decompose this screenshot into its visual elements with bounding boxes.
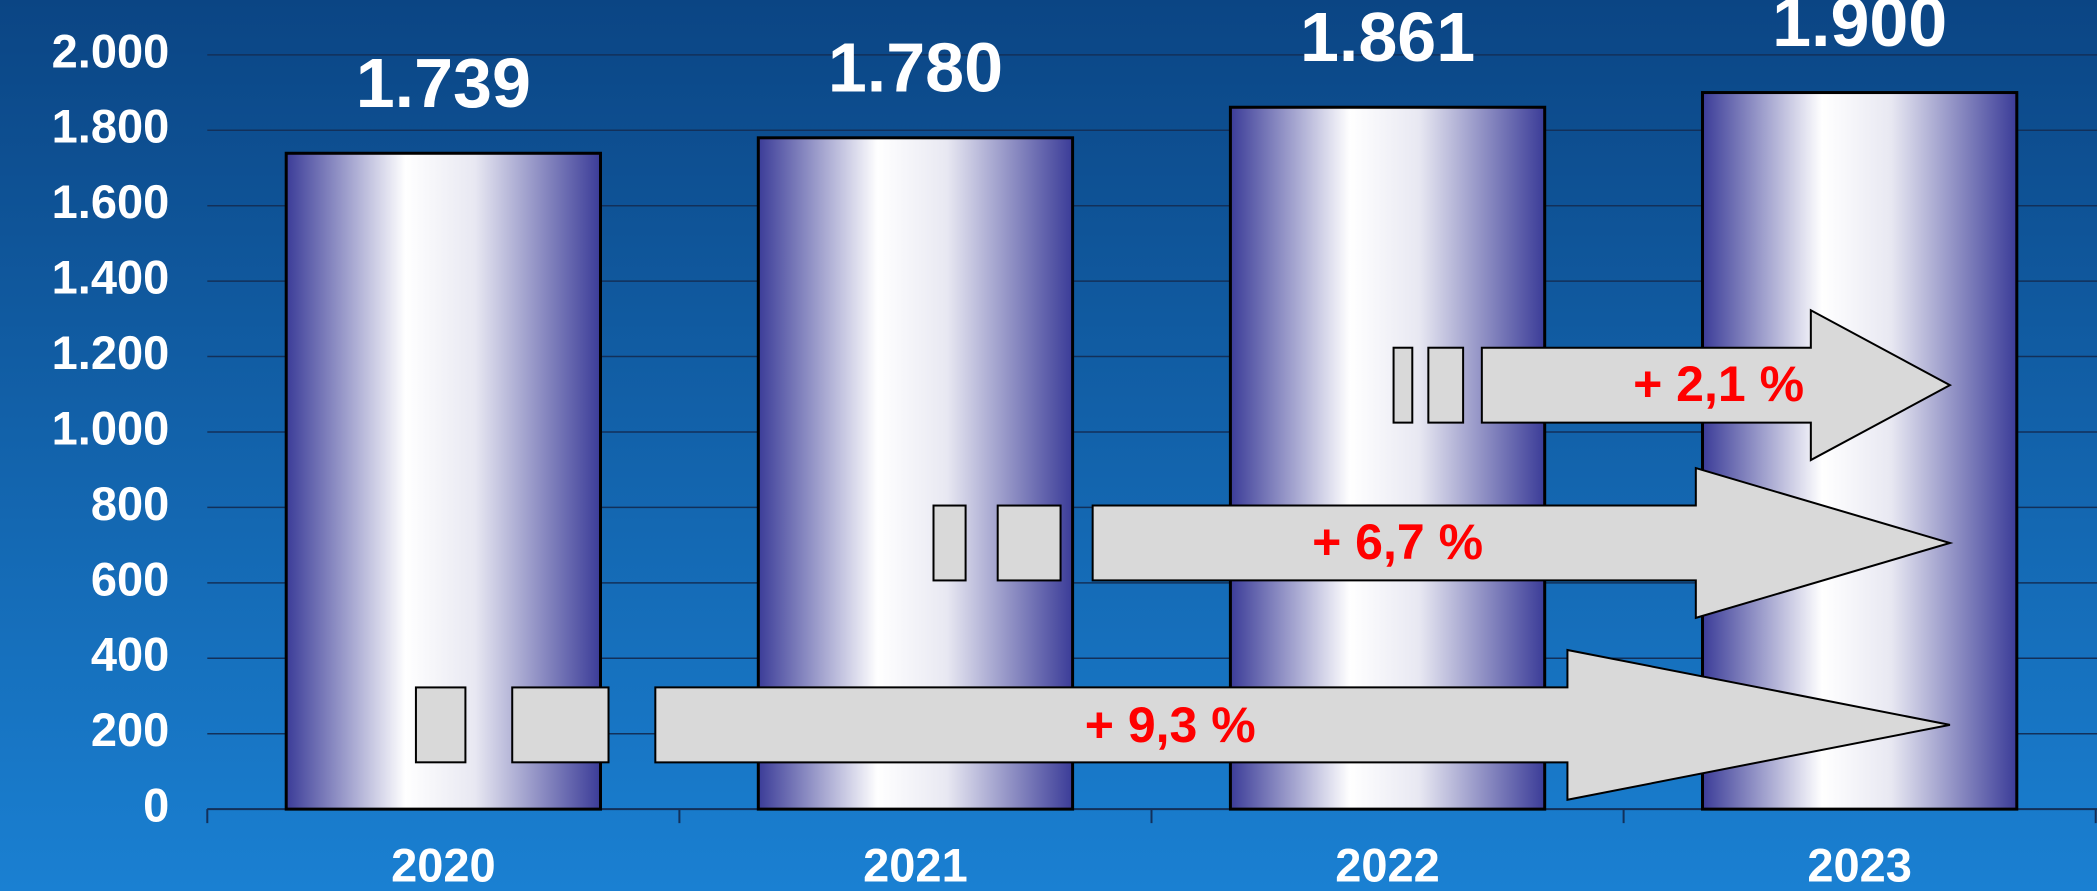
- y-tick-label: 1.200: [52, 326, 170, 379]
- y-tick-label: 600: [91, 552, 169, 605]
- y-tick-label: 1.800: [52, 100, 170, 153]
- growth-arrow: [654, 648, 1951, 801]
- x-tick-label: 2022: [1335, 839, 1440, 891]
- y-tick-label: 800: [91, 477, 169, 530]
- arrow-tail-block: [932, 504, 967, 582]
- value-label: 1.900: [1772, 0, 1947, 61]
- y-tick-label: 2.000: [52, 24, 170, 77]
- y-tick-label: 400: [91, 628, 169, 681]
- y-tick-label: 1.600: [52, 175, 170, 228]
- growth-arrow: [1091, 466, 1954, 620]
- x-tick-label: 2023: [1807, 839, 1912, 891]
- value-label: 1.861: [1300, 0, 1475, 76]
- value-label: 1.780: [828, 28, 1003, 106]
- y-tick-label: 0: [143, 779, 169, 832]
- y-tick-label: 200: [91, 703, 169, 756]
- x-tick-label: 2021: [863, 839, 968, 891]
- growth-label: + 9,3 %: [1085, 697, 1256, 753]
- arrow-tail-block: [1427, 346, 1465, 424]
- y-tick-label: 1.000: [52, 401, 170, 454]
- arrow-tail-block: [1392, 346, 1414, 424]
- growth-arrow: [1480, 308, 1953, 462]
- value-label: 1.739: [356, 44, 531, 122]
- arrow-tail-block: [511, 686, 610, 764]
- growth-label: + 6,7 %: [1312, 514, 1483, 570]
- arrow-tail-block: [414, 686, 467, 764]
- y-tick-label: 1.400: [52, 251, 170, 304]
- growth-label: + 2,1 %: [1633, 356, 1804, 412]
- arrow-tail-block: [996, 504, 1062, 582]
- x-tick-label: 2020: [391, 839, 496, 891]
